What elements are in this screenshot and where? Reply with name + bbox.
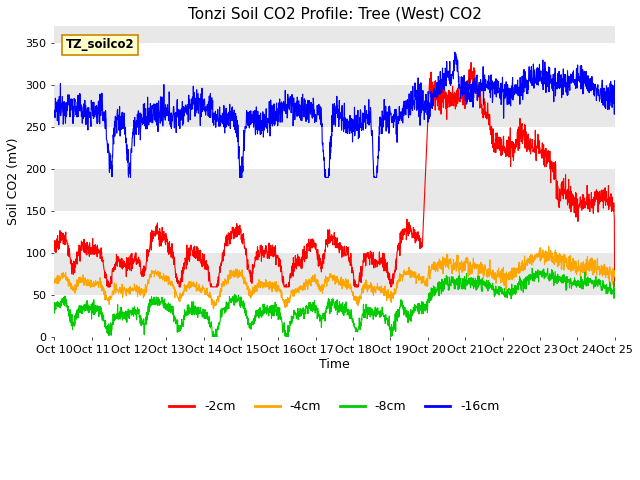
Title: Tonzi Soil CO2 Profile: Tree (West) CO2: Tonzi Soil CO2 Profile: Tree (West) CO2 bbox=[188, 7, 481, 22]
Legend: -2cm, -4cm, -8cm, -16cm: -2cm, -4cm, -8cm, -16cm bbox=[164, 396, 504, 419]
Bar bbox=[54, 211, 614, 253]
Bar bbox=[54, 127, 614, 169]
Bar bbox=[54, 43, 614, 85]
Y-axis label: Soil CO2 (mV): Soil CO2 (mV) bbox=[7, 138, 20, 226]
X-axis label: Time: Time bbox=[319, 358, 350, 371]
Text: TZ_soilco2: TZ_soilco2 bbox=[65, 38, 134, 51]
Bar bbox=[54, 295, 614, 337]
